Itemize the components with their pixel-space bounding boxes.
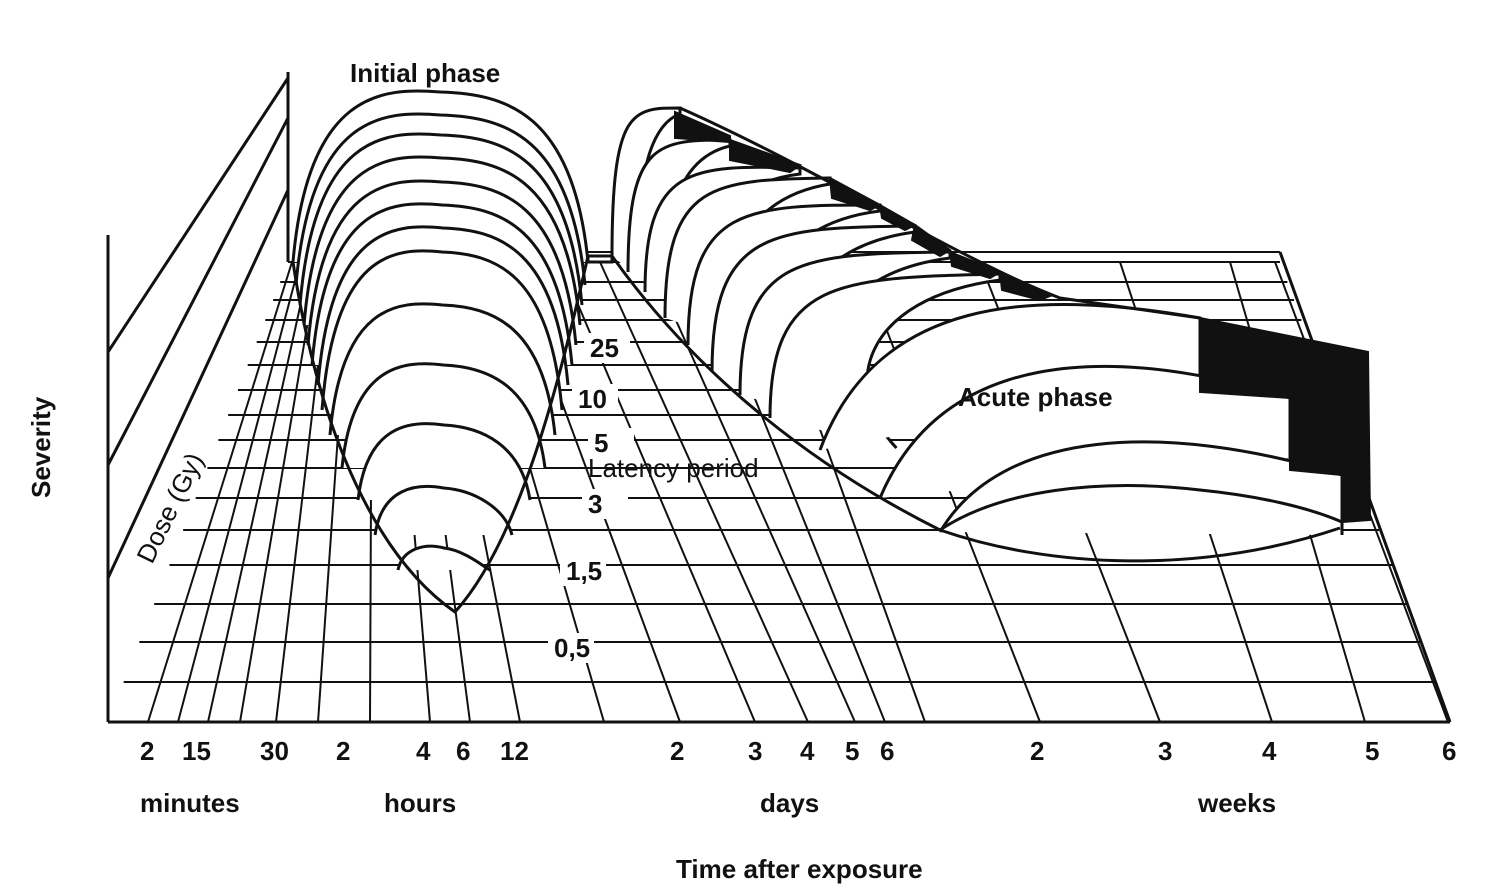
hours-tick-label: 4 bbox=[416, 736, 431, 766]
wall-diagonal-2 bbox=[106, 117, 290, 466]
minutes-tick-label: 2 bbox=[140, 736, 154, 766]
days-unit-label: days bbox=[760, 788, 819, 818]
time-tick-labels: 2 15 30 2 4 6 12 2 3 4 5 6 2 3 4 5 6 bbox=[140, 736, 1456, 766]
days-tick-label: 4 bbox=[800, 736, 815, 766]
acute-phase-label: Acute phase bbox=[958, 382, 1113, 412]
latency-plateau-face bbox=[586, 254, 614, 264]
weeks-tick-label: 2 bbox=[1030, 736, 1044, 766]
dose-label-background bbox=[548, 633, 594, 663]
acute-dark-bands bbox=[674, 110, 1372, 524]
initial-phase-label: Initial phase bbox=[350, 58, 500, 88]
time-axis-label: Time after exposure bbox=[676, 854, 923, 884]
acute-phase-surface bbox=[610, 106, 1344, 535]
acute-envelope-curve bbox=[610, 255, 1341, 563]
weeks-tick-label: 3 bbox=[1158, 736, 1172, 766]
dose-label-background bbox=[582, 489, 628, 519]
dose-label-background bbox=[560, 556, 606, 586]
acute-dark-band-2 bbox=[729, 138, 803, 174]
hours-tick-label: 12 bbox=[500, 736, 529, 766]
grid-column-line bbox=[859, 261, 1041, 723]
days-tick-label: 5 bbox=[845, 736, 859, 766]
latency-plateau bbox=[586, 254, 614, 264]
initial-envelope-curve bbox=[291, 255, 590, 614]
dose-level-label: 0,5 bbox=[554, 633, 590, 663]
dose-axis-label: Dose (Gy) bbox=[130, 448, 209, 568]
initial-phase-ridge bbox=[356, 422, 532, 501]
hours-tick-label: 2 bbox=[336, 736, 350, 766]
acute-dark-band-4 bbox=[878, 203, 918, 232]
hours-tick-label: 6 bbox=[456, 736, 470, 766]
weeks-tick-label: 6 bbox=[1442, 736, 1456, 766]
dose-label-background bbox=[584, 333, 630, 363]
acute-dark-band-5 bbox=[910, 223, 952, 258]
dose-label-background bbox=[588, 428, 634, 458]
acute-dark-band-7 bbox=[998, 270, 1053, 302]
initial-phase-ridge bbox=[373, 484, 514, 536]
dose-level-label: 10 bbox=[578, 384, 607, 414]
days-tick-label: 2 bbox=[670, 736, 684, 766]
grid-column-line bbox=[239, 261, 319, 723]
wall-diagonal-3 bbox=[106, 189, 290, 579]
latency-period-label: Latency period bbox=[588, 453, 759, 483]
acute-dark-band-6 bbox=[948, 250, 1003, 280]
initial-phase-surface bbox=[291, 89, 590, 572]
weeks-tick-label: 4 bbox=[1262, 736, 1277, 766]
minutes-unit-label: minutes bbox=[140, 788, 240, 818]
weeks-unit-label: weeks bbox=[1197, 788, 1276, 818]
back-wall bbox=[106, 72, 290, 722]
dose-level-label: 5 bbox=[594, 428, 608, 458]
wall-diagonal-1 bbox=[106, 77, 290, 353]
grid-column-line bbox=[207, 261, 311, 723]
dose-level-label: 3 bbox=[588, 489, 602, 519]
grid-column-line bbox=[147, 261, 293, 723]
hours-unit-label: hours bbox=[384, 788, 456, 818]
acute-phase-ridge bbox=[939, 484, 1343, 532]
weeks-tick-label: 5 bbox=[1365, 736, 1379, 766]
acute-dark-band-3 bbox=[828, 176, 883, 212]
minutes-tick-label: 30 bbox=[260, 736, 289, 766]
grid-column-line bbox=[177, 261, 301, 723]
dose-label-background bbox=[572, 384, 618, 414]
severity-axis-label: Severity bbox=[26, 396, 56, 498]
days-tick-label: 6 bbox=[880, 736, 894, 766]
grid-column-line bbox=[599, 261, 809, 723]
initial-phase-ridge bbox=[396, 544, 491, 572]
dose-level-label: 25 bbox=[590, 333, 619, 363]
grid-column-line bbox=[649, 261, 856, 723]
days-tick-label: 3 bbox=[748, 736, 762, 766]
minutes-tick-label: 15 bbox=[182, 736, 211, 766]
dose-level-label: 1,5 bbox=[566, 556, 602, 586]
acute-dark-band-main bbox=[1199, 316, 1372, 524]
dose-level-labels: 25 10 5 3 1,5 0,5 bbox=[548, 333, 634, 663]
